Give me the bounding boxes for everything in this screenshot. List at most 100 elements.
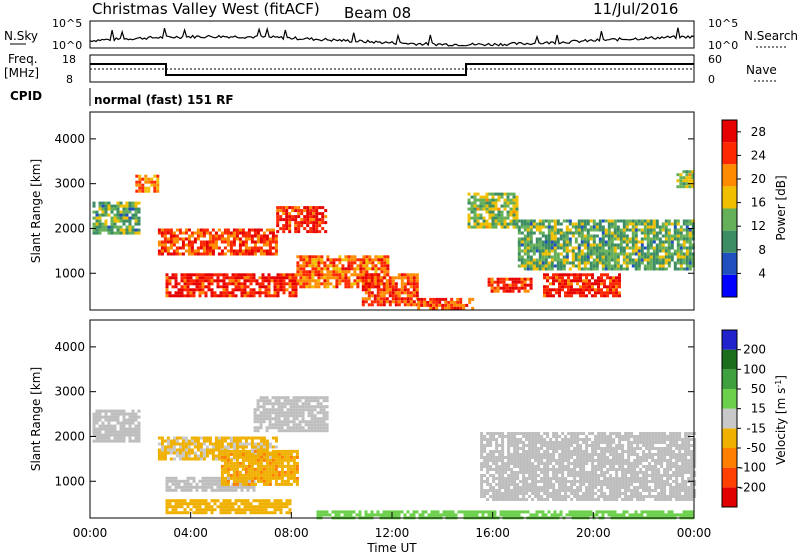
data-cell [273,282,277,286]
data-cell [577,258,581,262]
data-cell [519,486,523,489]
data-cell [193,231,197,235]
data-cell [603,462,607,465]
data-cell [415,285,419,289]
data-cell [322,426,326,430]
data-cell [228,276,232,280]
data-cell [585,474,589,477]
data-cell [577,231,581,235]
data-cell [467,222,471,226]
data-cell [213,482,217,486]
data-cell [600,438,604,441]
data-cell [615,486,619,489]
data-cell [279,218,283,222]
data-cell [598,246,602,250]
data-cell [144,186,148,190]
data-cell [237,282,241,286]
data-cell [122,204,126,208]
data-cell [630,465,634,468]
nave-tick-bottom: 0 [708,73,715,86]
data-cell [412,291,416,295]
data-cell [213,294,217,298]
data-cell [555,273,558,277]
data-cell [107,228,111,232]
data-cell [222,508,226,512]
data-cell [528,471,532,474]
data-cell [640,255,644,259]
data-cell [98,415,102,419]
data-cell [181,454,185,458]
data-cell [535,240,539,244]
data-cell [604,228,608,232]
data-cell [259,423,263,427]
data-cell [618,438,622,441]
data-cell [570,432,574,435]
data-cell [318,212,322,216]
data-cell [615,432,619,435]
data-cell [171,294,175,298]
data-cell [286,467,290,471]
data-cell [522,483,526,486]
data-cell [658,255,662,259]
data-cell [628,252,632,256]
data-cell [522,480,526,483]
data-cell [165,502,169,506]
data-cell [606,438,610,441]
data-cell [271,423,275,427]
data-cell [583,219,587,223]
data-cell [165,499,169,503]
data-cell [232,228,236,232]
data-cell [588,273,591,277]
data-cell [574,252,578,256]
data-cell [211,454,215,458]
data-cell [292,399,296,403]
data-cell [550,234,554,238]
data-cell [382,294,386,298]
data-cell [262,449,266,453]
data-cell [594,441,598,444]
data-cell [319,423,323,427]
data-cell [181,439,185,443]
data-cell [562,243,566,247]
data-cell [510,474,514,477]
data-cell [619,228,623,232]
data-cell [627,444,631,447]
data-cell [467,201,471,205]
data-cell [570,486,574,489]
data-cell [558,282,561,286]
data-cell [380,267,384,271]
data-cell [517,231,521,235]
data-cell [205,454,209,458]
data-cell [232,234,236,238]
data-cell [353,282,357,286]
data-cell [634,249,638,253]
data-cell [592,249,596,253]
data-cell [271,405,275,409]
data-cell [235,252,239,256]
data-cell [619,219,623,223]
data-cell [397,294,401,298]
data-cell [685,255,689,259]
data-cell [577,246,581,250]
data-cell [313,405,317,409]
data-cell [214,448,218,452]
data-cell [610,258,614,262]
data-cell [274,234,278,238]
data-cell [555,480,559,483]
data-cell [538,219,542,223]
data-cell [315,212,319,216]
data-cell [256,470,260,474]
data-cell [670,243,674,247]
data-cell [134,210,138,214]
data-cell [522,450,526,453]
data-cell [648,495,652,498]
data-cell [637,219,641,223]
data-cell [210,288,214,292]
data-cell [253,411,257,415]
data-cell [561,444,565,447]
data-cell [332,267,336,271]
data-cell [289,473,293,477]
data-cell [294,218,298,222]
data-cell [588,288,591,292]
data-cell [280,455,284,459]
